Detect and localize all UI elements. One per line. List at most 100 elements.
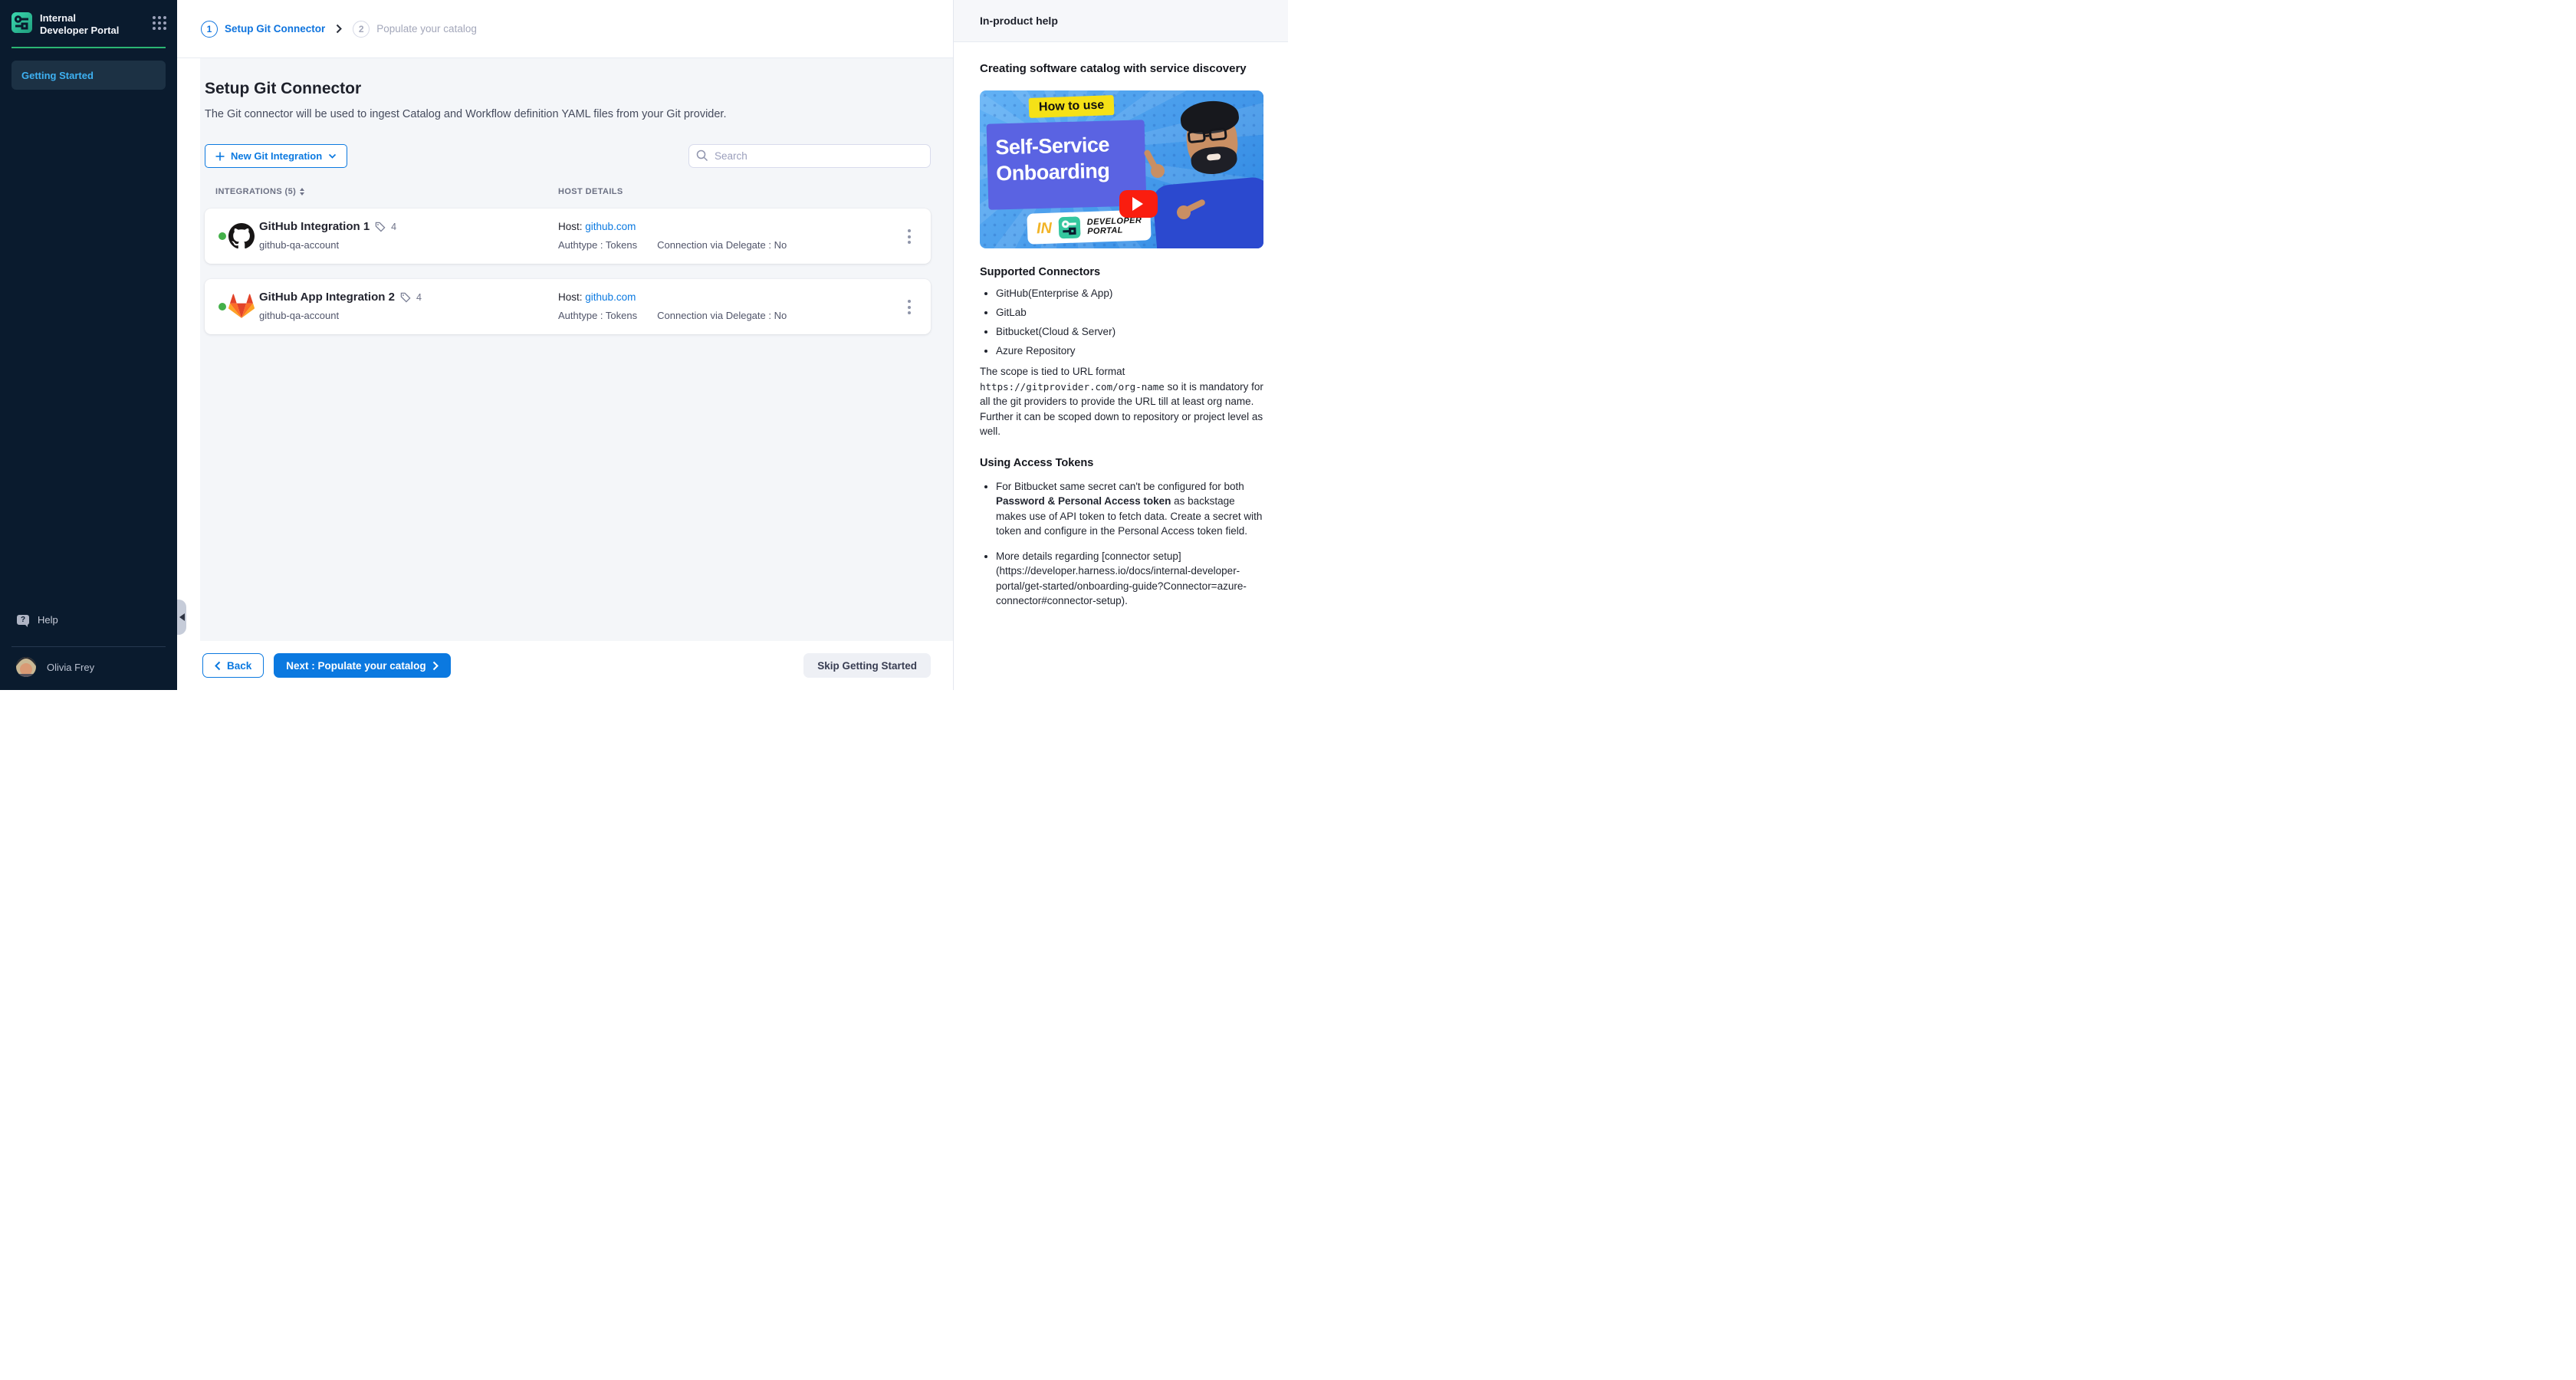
status-dot-icon [219, 232, 226, 240]
skip-getting-started-button[interactable]: Skip Getting Started [803, 653, 931, 678]
list-item: Bitbucket(Cloud & Server) [996, 324, 1263, 339]
sidebar-divider [12, 646, 166, 647]
authtype: Authtype : Tokens [558, 310, 638, 321]
step-label: Populate your catalog [376, 23, 477, 34]
content-panel: Setup Git Connector The Git connector wi… [200, 58, 953, 641]
user-name: Olivia Frey [47, 661, 95, 673]
host-link[interactable]: github.com [585, 291, 636, 303]
app-window: Internal Developer Portal Getting Starte… [0, 0, 1288, 690]
access-tokens-list: For Bitbucket same secret can't be confi… [980, 479, 1263, 609]
new-git-integration-button[interactable]: New Git Integration [205, 144, 348, 168]
authtype: Authtype : Tokens [558, 239, 638, 251]
column-integrations-label: INTEGRATIONS (5) [215, 187, 297, 196]
sidebar-collapse-handle[interactable] [177, 600, 186, 635]
using-access-tokens-heading: Using Access Tokens [980, 456, 1094, 469]
meta-line: Authtype : Tokens Connection via Delegat… [558, 310, 787, 321]
host-label: Host: [558, 291, 583, 303]
integration-row-github[interactable]: GitHub Integration 1 4 github-qa-account… [205, 209, 931, 264]
step-setup-git-connector[interactable]: 1 Setup Git Connector [201, 20, 326, 38]
step-number: 2 [353, 20, 370, 38]
sidebar-help[interactable]: ? Help [0, 614, 177, 646]
sidebar-item-getting-started[interactable]: Getting Started [12, 61, 166, 90]
search-input[interactable] [688, 144, 931, 168]
search-box [688, 144, 931, 168]
collapse-arrow-icon [176, 613, 185, 621]
video-brand-badge: IN DEVELOPER PORTAL [1027, 209, 1152, 245]
sort-icon [300, 188, 305, 196]
integration-account: github-qa-account [259, 239, 340, 251]
list-item: GitLab [996, 305, 1263, 320]
column-integrations[interactable]: INTEGRATIONS (5) [215, 187, 305, 196]
wizard-stepper: 1 Setup Git Connector 2 Populate your ca… [177, 0, 953, 58]
github-logo-icon [228, 223, 255, 249]
integration-account: github-qa-account [259, 310, 340, 321]
avatar [16, 657, 36, 677]
integration-row-github-app[interactable]: GitHub App Integration 2 4 github-qa-acc… [205, 279, 931, 334]
status-dot-icon [219, 303, 226, 310]
chevron-left-icon [215, 661, 221, 670]
idp-logo-icon [12, 12, 32, 33]
app-header: Internal Developer Portal [0, 0, 177, 37]
back-label: Back [227, 659, 252, 672]
column-host-details: HOST DETAILS [558, 187, 623, 196]
supported-connectors-heading: Supported Connectors [980, 266, 1101, 278]
new-git-integration-label: New Git Integration [231, 150, 323, 162]
skip-label: Skip Getting Started [817, 659, 917, 672]
url-format-code: https://gitprovider.com/org-name [980, 380, 1165, 393]
sidebar-item-label: Getting Started [21, 69, 94, 81]
help-panel-header: In-product help [954, 0, 1288, 42]
next-button[interactable]: Next : Populate your catalog [274, 653, 451, 678]
list-item: For Bitbucket same secret can't be confi… [996, 479, 1263, 539]
back-button[interactable]: Back [202, 653, 264, 678]
main-column: 1 Setup Git Connector 2 Populate your ca… [177, 0, 953, 690]
tag-count: 4 [416, 291, 422, 303]
table-header: INTEGRATIONS (5) HOST DETAILS [205, 187, 931, 199]
help-label: Help [38, 614, 58, 626]
row-menu-kebab-icon[interactable] [905, 298, 914, 316]
supported-connectors-list: GitHub(Enterprise & App) GitLab Bitbucke… [980, 286, 1263, 358]
integration-name: GitHub Integration 1 [259, 220, 370, 233]
search-icon [696, 150, 708, 162]
video-chip: How to use [1028, 95, 1115, 118]
video-title-line2: Onboarding [995, 159, 1110, 186]
integration-name-row: GitHub Integration 1 4 [259, 220, 396, 233]
presenter-illustration [1145, 90, 1263, 248]
in-product-help-panel: In-product help Creating software catalo… [953, 0, 1288, 690]
meta-line: Authtype : Tokens Connection via Delegat… [558, 239, 787, 251]
delegate: Connection via Delegate : No [657, 239, 787, 251]
row-menu-kebab-icon[interactable] [905, 228, 914, 245]
integration-name: GitHub App Integration 2 [259, 291, 395, 304]
youtube-play-icon[interactable] [1119, 190, 1158, 218]
list-item: GitHub(Enterprise & App) [996, 286, 1263, 301]
user-profile[interactable]: Olivia Frey [0, 647, 177, 690]
host-link[interactable]: github.com [585, 221, 636, 232]
sidebar-nav: Getting Started [12, 61, 166, 90]
app-switcher-grid-icon[interactable] [153, 16, 166, 30]
step-label: Setup Git Connector [225, 23, 326, 34]
video-thumbnail[interactable]: How to use Self-Service Onboarding IN [980, 90, 1263, 248]
tag-icon [400, 292, 411, 303]
list-item: More details regarding [connector setup]… [996, 549, 1263, 609]
host-label: Host: [558, 221, 583, 232]
host-line: Host: github.com [558, 291, 636, 303]
scope-paragraph: The scope is tied to URL format https://… [980, 366, 1263, 437]
tag-icon [375, 222, 386, 232]
idp-logo-icon [1058, 216, 1081, 239]
host-line: Host: github.com [558, 221, 636, 232]
toolbar: New Git Integration [205, 144, 931, 168]
chevron-down-icon [329, 153, 337, 159]
page-description: The Git connector will be used to ingest… [205, 108, 727, 120]
plus-icon [215, 152, 225, 160]
video-title-line1: Self-Service [994, 133, 1110, 159]
next-label: Next : Populate your catalog [286, 659, 426, 672]
integration-name-row: GitHub App Integration 2 4 [259, 291, 422, 304]
chevron-right-icon [432, 661, 439, 670]
step-populate-catalog[interactable]: 2 Populate your catalog [353, 20, 477, 38]
tag-count: 4 [391, 221, 397, 232]
brand-green-divider [12, 47, 166, 48]
page-title: Setup Git Connector [205, 80, 362, 97]
brand-words: DEVELOPER PORTAL [1086, 215, 1142, 237]
app-title: Internal Developer Portal [40, 12, 120, 36]
delegate: Connection via Delegate : No [657, 310, 787, 321]
in-word: IN [1036, 219, 1053, 237]
